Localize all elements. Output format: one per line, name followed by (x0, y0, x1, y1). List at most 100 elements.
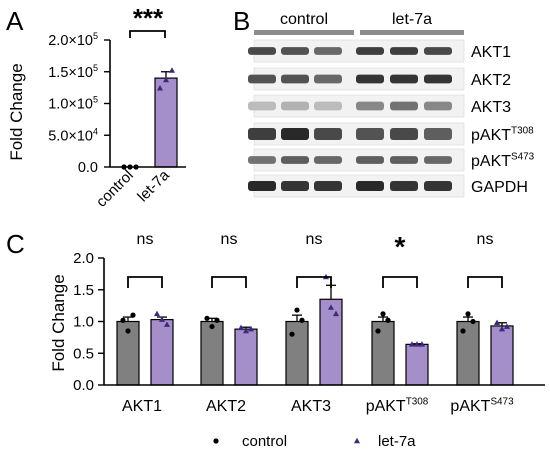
panel-a-significance-label: *** (133, 3, 164, 33)
panel-a-marks (121, 67, 178, 170)
blot-band (281, 101, 309, 111)
legend: control let-7a (213, 433, 416, 450)
blot-group-label-let7a: let-7a (392, 11, 432, 28)
panel-c-data-point (214, 317, 220, 323)
panel-c-significance: ns ns ns * ns (127, 231, 503, 288)
blot-row-label: pAKTT308 (471, 126, 534, 144)
blot-band (314, 101, 342, 111)
panel-c-data-point (204, 315, 210, 321)
panel-c-significance-bracket (296, 276, 332, 288)
panel-c-data-point (408, 341, 416, 347)
blot-band (356, 127, 384, 141)
blot-band (281, 74, 309, 84)
panel-c-x-tick-label-text: pAKT (366, 398, 406, 415)
panel-c-data-point (470, 318, 476, 325)
panel-b: B control let-7a AKT1AKT2AKT3pAKTT308pAKT… (233, 6, 535, 198)
panel-c-significance-bracket (467, 276, 503, 288)
panel-c-data-point (125, 328, 131, 334)
legend-marker-triangle (353, 437, 361, 444)
panel-a-y-tick-label: 1.0×105 (48, 95, 98, 113)
panel-c-data-point (413, 341, 421, 347)
panel-c-significance-label: ns (477, 231, 494, 248)
blot-band (281, 127, 309, 141)
panel-a-y-tick-label-text: 5.0×10 (48, 128, 93, 144)
blot-row-label-text: pAKT (471, 153, 511, 170)
panel-c-data-point (380, 311, 386, 317)
panel-c-data-point (465, 311, 471, 317)
panel-c-y-tick-label: 0.5 (73, 345, 94, 362)
panel-c-data-point (209, 323, 215, 330)
panel-c-marks (116, 273, 514, 386)
panel-c-significance-bracket (127, 276, 163, 288)
panel-a-y-tick-label: 0.0 (78, 160, 98, 176)
panel-a-data-point (156, 85, 164, 91)
panel-c-bar-let-7a (234, 328, 258, 386)
panel-a-bar (154, 77, 178, 168)
blot-row-label-text: GAPDH (471, 179, 528, 196)
panel-c-bar-control (456, 320, 480, 386)
legend-item-control: control (213, 433, 287, 450)
blot-row-akt1: AKT1 (248, 39, 511, 63)
blot-row-label: AKT2 (471, 72, 511, 89)
panel-c-data-point (498, 325, 506, 332)
panel-c-significance-bracket (211, 276, 247, 288)
panel-c-y-tick-label: 2.0 (73, 250, 94, 267)
blot-row-label: pAKTS473 (471, 152, 535, 170)
panel-c-data-point (158, 316, 166, 322)
blot-band (424, 47, 452, 55)
panel-a-letter: A (6, 6, 24, 36)
panel-c-x-tick-label-text: AKT3 (291, 398, 331, 415)
blot-band (314, 156, 342, 164)
panel-c-data-point (299, 317, 305, 323)
panel-c-y-tick-label: 0.0 (73, 377, 94, 394)
panel-c-bar-let-7a (150, 318, 174, 386)
blot-group-label-control: control (280, 11, 328, 28)
panel-a-y-tick-label: 1.5×105 (48, 63, 98, 81)
panel-a-data-point (162, 76, 170, 83)
panel-c-x-tick-label: AKT3 (291, 398, 331, 415)
panel-c-significance-bracket (382, 276, 418, 288)
panel-c-data-point (493, 319, 501, 326)
legend-label: let-7a (378, 433, 416, 450)
blot-band (314, 127, 342, 141)
blot-band (424, 127, 452, 141)
panel-a-y-tick-label: 5.0×104 (48, 126, 98, 144)
panel-c-x-tick-label-superscript: S473 (490, 397, 514, 408)
panel-c-data-point (294, 307, 300, 313)
panel-c-x-tick-label: pAKTS473 (450, 397, 514, 415)
blot-band (248, 181, 276, 191)
panel-c-significance-label: ns (137, 231, 154, 248)
panel-a-significance-bracket (129, 30, 166, 38)
panel-c-data-point (503, 323, 511, 329)
blot-row-label-text: AKT3 (471, 99, 511, 116)
panel-c-bar-control (200, 320, 224, 386)
panel-a: A Fold Change 0.05.0×1041.0×1051.5×1052.… (6, 3, 186, 211)
panel-c-data-point (242, 327, 250, 334)
blot-band (390, 127, 418, 141)
blot-band (248, 74, 276, 84)
blot-band (248, 101, 276, 111)
panel-c-data-point (130, 312, 136, 318)
blot-band (390, 181, 418, 191)
panel-c-bar-control (371, 320, 395, 386)
blot-band (356, 47, 384, 55)
panel-a-y-tick-label: 2.0×105 (48, 31, 98, 49)
panel-c-data-point (153, 310, 161, 317)
blot-row-label-text: pAKT (471, 127, 511, 144)
panel-a-data-point (168, 67, 176, 73)
blot-band (390, 74, 418, 84)
blot-band (281, 181, 309, 191)
panel-c-data-point (327, 304, 335, 310)
panel-a-y-tick-label-superscript: 5 (93, 63, 98, 73)
panel-a-y-tick-label-text: 1.5×10 (48, 65, 93, 81)
panel-a-y-tick-label-text: 1.0×10 (48, 97, 93, 113)
panel-c-x-tick-labels: AKT1 AKT2 AKT3 pAKTT308 pAKTS473 (122, 397, 514, 415)
blot-band (314, 47, 342, 55)
western-blot: AKT1 AKT2 AKT3 pAKTT308 pAKTS473 GAPDH (248, 39, 535, 198)
blot-band (314, 181, 342, 191)
blot-band (281, 156, 309, 164)
panel-a-y-tick-label-superscript: 5 (93, 95, 98, 105)
